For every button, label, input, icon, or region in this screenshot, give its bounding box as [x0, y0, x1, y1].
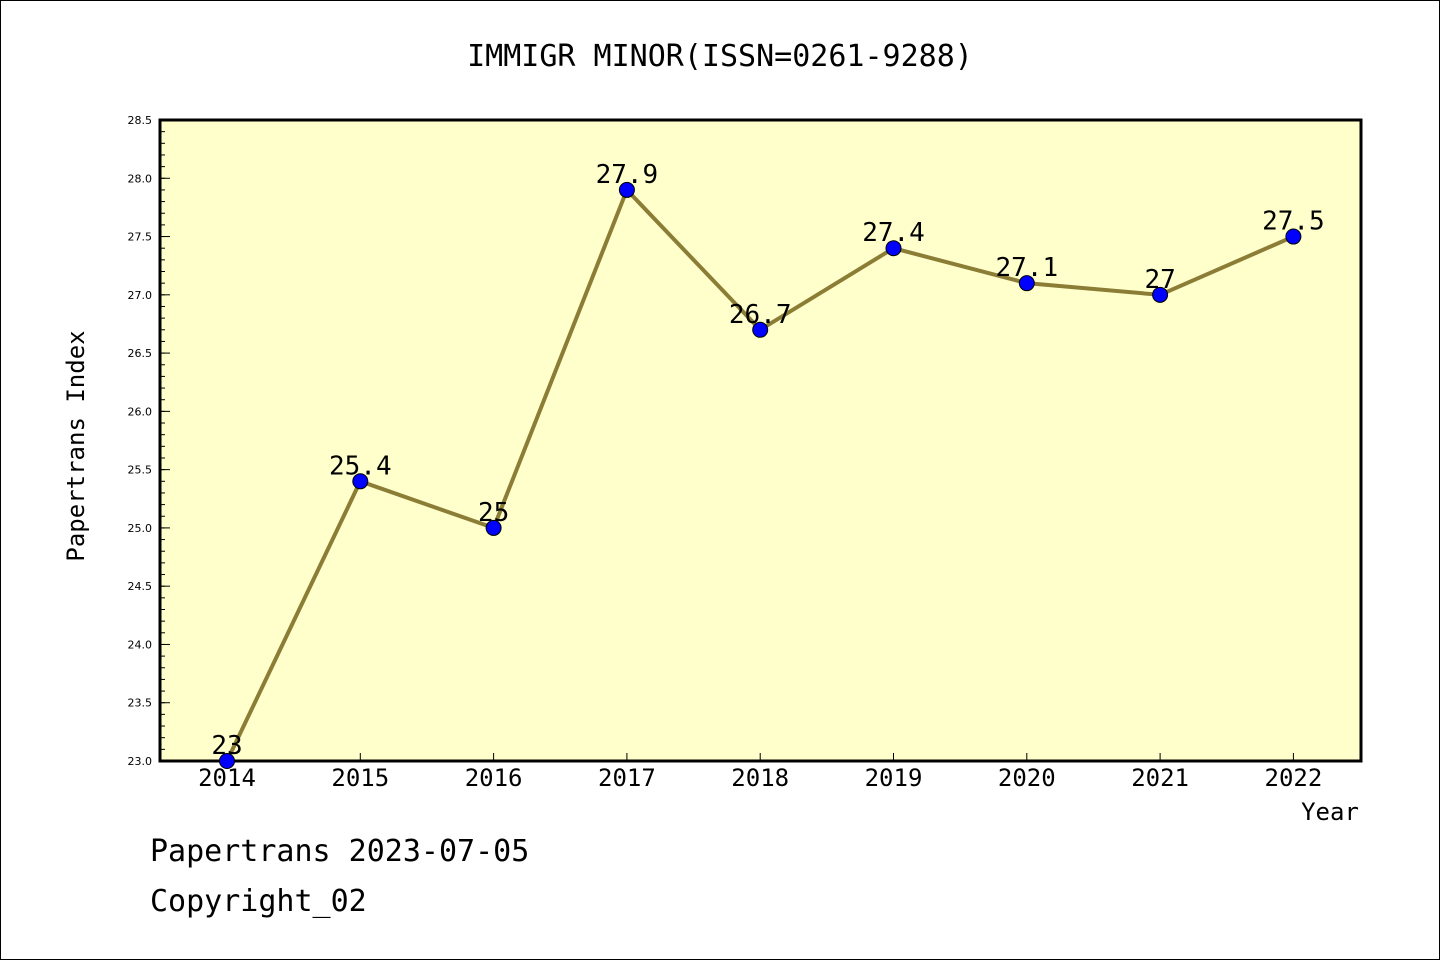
x-tick-label: 2021 — [1131, 764, 1189, 792]
x-tick-label: 2017 — [598, 764, 656, 792]
x-tick-label: 2020 — [998, 764, 1056, 792]
data-label: 25 — [478, 498, 509, 528]
data-label: 27.4 — [862, 218, 925, 248]
data-point — [885, 240, 902, 257]
x-tick-label: 2016 — [465, 764, 523, 792]
data-point — [1285, 228, 1302, 245]
x-tick-label: 2018 — [731, 764, 789, 792]
y-tick-label: 25.0 — [128, 522, 153, 535]
data-label: 27 — [1144, 265, 1175, 295]
y-tick-label: 23.5 — [128, 697, 153, 710]
y-axis-label: Papertrans Index — [62, 330, 90, 561]
data-labels: 23 25.4 25 27.9 26.7 27.4 27.1 27 27.5 — [211, 160, 1324, 761]
y-tick-label: 26.5 — [128, 347, 153, 360]
y-tick-label: 25.5 — [128, 464, 153, 477]
y-tick-label: 23.0 — [128, 755, 153, 768]
data-point — [352, 473, 369, 490]
x-tick-label: 2022 — [1265, 764, 1323, 792]
data-point — [1018, 275, 1035, 292]
data-label: 27.9 — [596, 160, 659, 190]
data-label: 27.1 — [995, 253, 1058, 283]
plot-area — [158, 118, 1363, 763]
data-point — [752, 321, 769, 338]
y-tick-label: 24.0 — [128, 638, 153, 651]
y-axis: 23.0 23.5 24.0 24.5 25.0 25.5 26.0 26.5 27.0 27.5… — [128, 114, 170, 768]
data-point — [618, 181, 635, 198]
footer-date-text: Papertrans 2023-07-05 — [150, 834, 530, 869]
data-point — [485, 519, 502, 536]
data-point — [1152, 286, 1169, 303]
x-axis-label: Year — [1301, 798, 1359, 826]
y-tick-label: 24.5 — [128, 580, 153, 593]
y-tick-label: 26.0 — [128, 405, 153, 418]
y-tick-label: 27.5 — [128, 231, 153, 244]
x-tick-label: 2015 — [331, 764, 389, 792]
data-label: 25.4 — [329, 451, 392, 481]
x-tick-label: 2019 — [865, 764, 923, 792]
footer-copyright-text: Copyright_02 — [150, 884, 367, 919]
y-tick-label: 27.0 — [128, 289, 153, 302]
y-tick-label: 28.5 — [128, 114, 153, 127]
data-points — [219, 181, 1302, 769]
y-tick-label: 28.0 — [128, 172, 153, 185]
data-label: 26.7 — [729, 300, 792, 330]
data-point — [219, 753, 235, 769]
x-axis: 2014 2015 2016 2017 2018 2019 2020 2021 2022 — [198, 753, 1322, 792]
data-label: 23 — [211, 731, 242, 761]
data-label: 27.5 — [1262, 207, 1325, 237]
chart-title: IMMIGR MINOR(ISSN=0261-9288) — [467, 39, 973, 74]
